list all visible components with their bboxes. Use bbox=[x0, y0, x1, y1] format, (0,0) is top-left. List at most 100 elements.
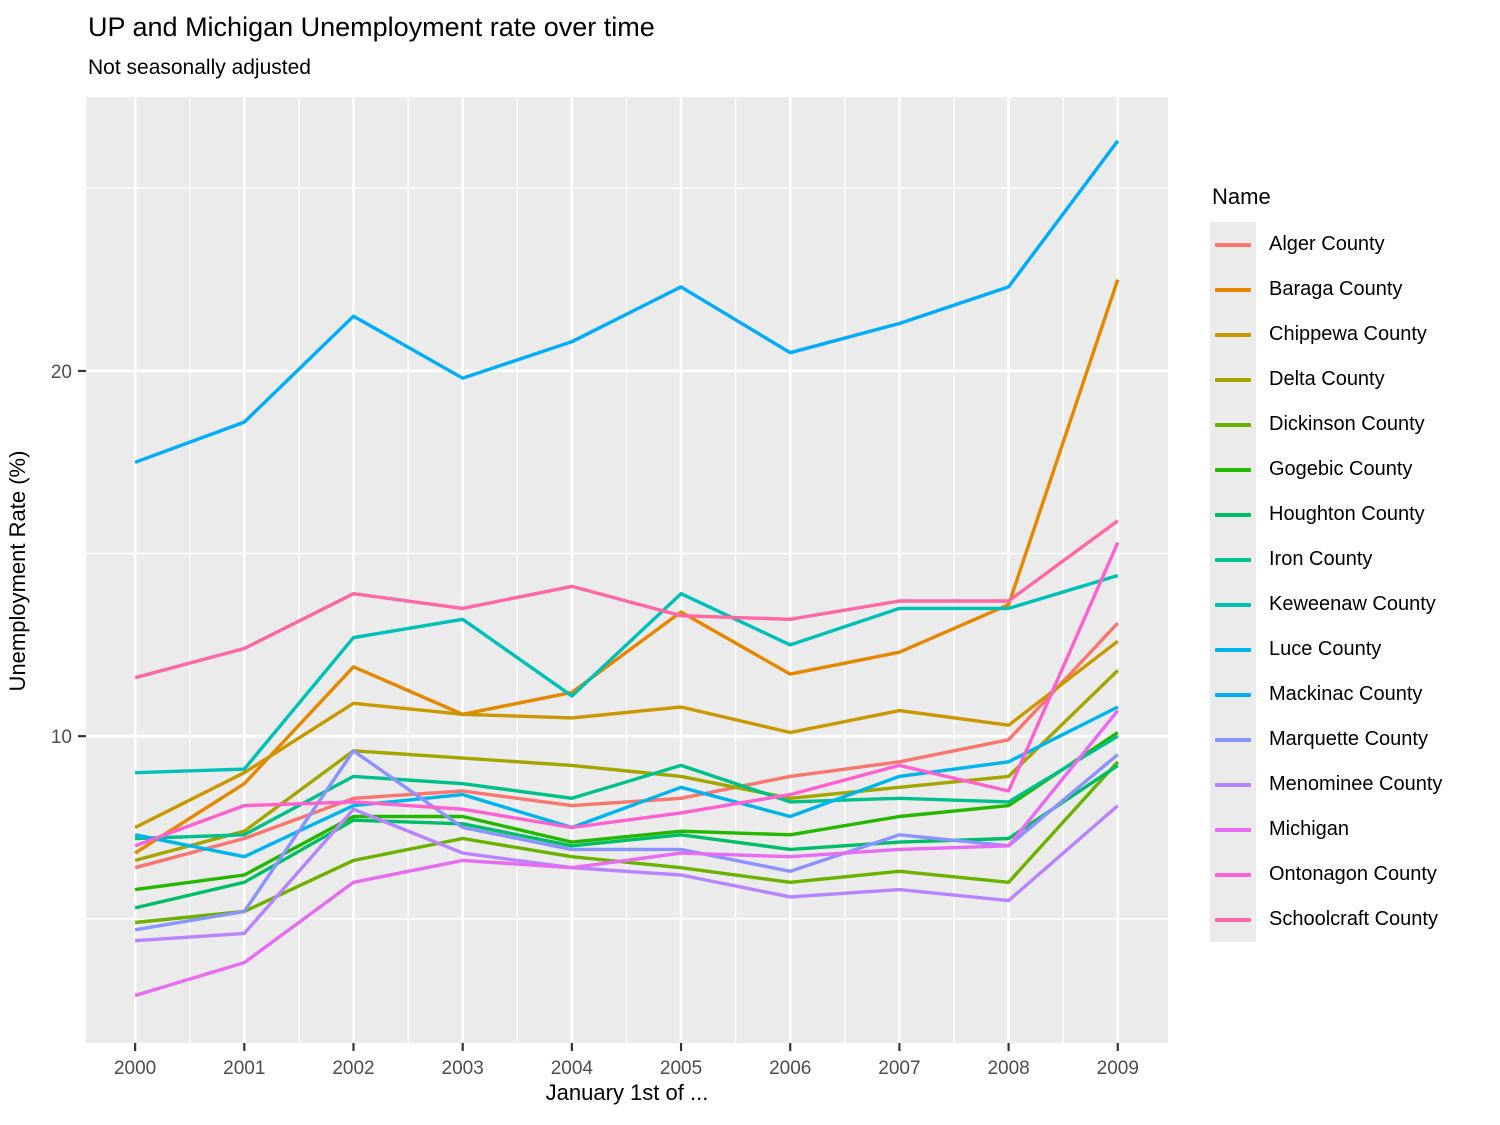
legend-items: Alger County Baraga County Chippewa County… bbox=[1210, 222, 1496, 942]
legend-key bbox=[1210, 537, 1256, 582]
legend-key-line-icon bbox=[1215, 737, 1251, 742]
legend-item-label: Schoolcraft County bbox=[1269, 908, 1438, 930]
series-line-marquette-county bbox=[134, 749, 1119, 932]
x-tick-label: 2001 bbox=[223, 1058, 265, 1079]
series-line-delta-county bbox=[134, 669, 1119, 863]
legend-item-iron-county: Iron County bbox=[1210, 537, 1496, 582]
series-line-menominee-county bbox=[134, 804, 1119, 943]
legend: Name Alger County Baraga County Chippewa C… bbox=[1210, 184, 1496, 942]
legend-item-chippewa-county: Chippewa County bbox=[1210, 312, 1496, 357]
legend-key-line-icon bbox=[1215, 692, 1251, 697]
legend-item-label: Ontonagon County bbox=[1269, 863, 1437, 885]
x-tick-label: 2000 bbox=[114, 1058, 156, 1079]
legend-key-line-icon bbox=[1215, 782, 1251, 787]
legend-item-delta-county: Delta County bbox=[1210, 357, 1496, 402]
legend-item-dickinson-county: Dickinson County bbox=[1210, 402, 1496, 447]
legend-title: Name bbox=[1212, 184, 1271, 209]
x-tick-label: 2009 bbox=[1097, 1058, 1139, 1079]
chart-subtitle: Not seasonally adjusted bbox=[88, 56, 311, 79]
series-line-michigan bbox=[134, 709, 1120, 998]
axis-ticks bbox=[78, 369, 1119, 1051]
series-line-chippewa-county bbox=[134, 639, 1119, 830]
legend-key bbox=[1210, 762, 1256, 807]
series-line-iron-county bbox=[135, 734, 1119, 841]
grid-minor bbox=[86, 97, 1168, 1043]
x-axis-title: January 1st of ... bbox=[545, 1080, 709, 1105]
series-line-ontonagon-county bbox=[134, 541, 1120, 848]
legend-item-label: Gogebic County bbox=[1269, 458, 1413, 480]
axis-tick-labels: 2000 2001 2002 2003 2004 2005 2006 2007 2008 2009… bbox=[51, 362, 1139, 1079]
legend-item-label: Chippewa County bbox=[1269, 323, 1427, 345]
y-tick-label: 20 bbox=[51, 362, 72, 383]
legend-key bbox=[1210, 402, 1256, 447]
legend-key-line-icon bbox=[1215, 872, 1251, 877]
legend-key-line-icon bbox=[1215, 422, 1251, 427]
legend-item-ontonagon-county: Ontonagon County bbox=[1210, 852, 1496, 897]
legend-item-marquette-county: Marquette County bbox=[1210, 717, 1496, 762]
legend-item-alger-county: Alger County bbox=[1210, 222, 1496, 267]
legend-item-label: Alger County bbox=[1269, 233, 1385, 255]
legend-item-label: Luce County bbox=[1269, 638, 1382, 660]
legend-key bbox=[1210, 312, 1256, 357]
legend-item-label: Menominee County bbox=[1269, 773, 1443, 795]
x-tick-label: 2005 bbox=[660, 1058, 702, 1079]
legend-item-label: Marquette County bbox=[1269, 728, 1428, 750]
legend-item-michigan: Michigan bbox=[1210, 807, 1496, 852]
legend-key-line-icon bbox=[1215, 647, 1251, 652]
legend-item-menominee-county: Menominee County bbox=[1210, 762, 1496, 807]
legend-item-mackinac-county: Mackinac County bbox=[1210, 672, 1496, 717]
legend-item-label: Delta County bbox=[1269, 368, 1385, 390]
legend-key-line-icon bbox=[1215, 242, 1251, 247]
legend-item-luce-county: Luce County bbox=[1210, 627, 1496, 672]
series-lines bbox=[134, 139, 1120, 998]
legend-item-label: Michigan bbox=[1269, 818, 1350, 840]
legend-item-label: Dickinson County bbox=[1269, 413, 1425, 435]
legend-key bbox=[1210, 357, 1256, 402]
legend-key bbox=[1210, 582, 1256, 627]
legend-key-line-icon bbox=[1215, 557, 1251, 562]
legend-key bbox=[1210, 627, 1256, 672]
legend-key bbox=[1210, 852, 1256, 897]
x-tick-label: 2006 bbox=[769, 1058, 811, 1079]
series-line-dickinson-county bbox=[134, 760, 1120, 925]
legend-key bbox=[1210, 717, 1256, 762]
y-tick-label: 10 bbox=[51, 727, 72, 748]
legend-key-line-icon bbox=[1215, 602, 1251, 607]
legend-key-line-icon bbox=[1215, 827, 1251, 832]
series-line-gogebic-county bbox=[134, 731, 1119, 892]
x-tick-label: 2008 bbox=[987, 1058, 1029, 1079]
legend-item-label: Keweenaw County bbox=[1269, 593, 1436, 615]
legend-item-label: Iron County bbox=[1269, 548, 1373, 570]
x-tick-label: 2004 bbox=[551, 1058, 594, 1079]
legend-item-label: Mackinac County bbox=[1269, 683, 1423, 705]
x-tick-label: 2002 bbox=[332, 1058, 374, 1079]
series-line-baraga-county bbox=[134, 279, 1120, 855]
legend-key bbox=[1210, 222, 1256, 267]
series-line-alger-county bbox=[134, 621, 1120, 870]
legend-item-houghton-county: Houghton County bbox=[1210, 492, 1496, 537]
legend-item-schoolcraft-county: Schoolcraft County bbox=[1210, 897, 1496, 942]
legend-key-line-icon bbox=[1215, 512, 1251, 517]
legend-item-label: Houghton County bbox=[1269, 503, 1425, 525]
x-tick-label: 2007 bbox=[878, 1058, 920, 1079]
legend-key bbox=[1210, 897, 1256, 942]
series-line-mackinac-county bbox=[134, 139, 1120, 464]
legend-key bbox=[1210, 672, 1256, 717]
x-tick-label: 2003 bbox=[442, 1058, 484, 1079]
chart-title: UP and Michigan Unemployment rate over t… bbox=[88, 12, 655, 42]
legend-key-line-icon bbox=[1215, 377, 1251, 382]
legend-key-line-icon bbox=[1215, 917, 1251, 922]
grid-major bbox=[86, 97, 1168, 1043]
legend-key bbox=[1210, 447, 1256, 492]
y-axis-title: Unemployment Rate (%) bbox=[5, 450, 30, 692]
series-line-schoolcraft-county bbox=[134, 519, 1119, 680]
legend-key-line-icon bbox=[1215, 332, 1251, 337]
legend-item-label: Baraga County bbox=[1269, 278, 1403, 300]
series-line-keweenaw-county bbox=[135, 573, 1119, 775]
legend-item-baraga-county: Baraga County bbox=[1210, 267, 1496, 312]
legend-item-keweenaw-county: Keweenaw County bbox=[1210, 582, 1496, 627]
legend-key bbox=[1210, 807, 1256, 852]
legend-key bbox=[1210, 267, 1256, 312]
